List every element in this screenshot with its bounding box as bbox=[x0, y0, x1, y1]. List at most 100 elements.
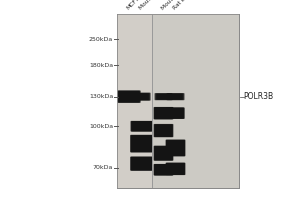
FancyBboxPatch shape bbox=[154, 93, 173, 100]
FancyBboxPatch shape bbox=[131, 157, 152, 170]
FancyBboxPatch shape bbox=[171, 95, 180, 99]
FancyBboxPatch shape bbox=[172, 167, 179, 171]
FancyBboxPatch shape bbox=[158, 110, 169, 117]
FancyBboxPatch shape bbox=[132, 157, 152, 170]
FancyBboxPatch shape bbox=[121, 92, 137, 101]
FancyBboxPatch shape bbox=[154, 124, 173, 137]
FancyBboxPatch shape bbox=[157, 94, 170, 99]
FancyBboxPatch shape bbox=[168, 94, 183, 100]
FancyBboxPatch shape bbox=[160, 95, 167, 98]
FancyBboxPatch shape bbox=[136, 124, 147, 129]
FancyBboxPatch shape bbox=[167, 108, 184, 119]
FancyBboxPatch shape bbox=[168, 141, 183, 155]
FancyBboxPatch shape bbox=[172, 95, 179, 98]
FancyBboxPatch shape bbox=[131, 121, 152, 131]
FancyBboxPatch shape bbox=[160, 128, 167, 133]
FancyBboxPatch shape bbox=[160, 167, 167, 172]
FancyBboxPatch shape bbox=[155, 93, 172, 100]
FancyBboxPatch shape bbox=[159, 95, 168, 99]
FancyBboxPatch shape bbox=[154, 164, 172, 175]
FancyBboxPatch shape bbox=[140, 125, 143, 127]
FancyBboxPatch shape bbox=[138, 95, 145, 98]
FancyBboxPatch shape bbox=[167, 93, 184, 100]
FancyBboxPatch shape bbox=[157, 126, 170, 135]
FancyBboxPatch shape bbox=[173, 111, 178, 115]
FancyBboxPatch shape bbox=[167, 164, 184, 174]
FancyBboxPatch shape bbox=[169, 109, 182, 117]
FancyBboxPatch shape bbox=[136, 139, 147, 148]
FancyBboxPatch shape bbox=[157, 94, 170, 99]
FancyBboxPatch shape bbox=[136, 123, 148, 129]
FancyBboxPatch shape bbox=[128, 96, 130, 97]
FancyBboxPatch shape bbox=[162, 152, 165, 154]
FancyBboxPatch shape bbox=[156, 94, 171, 100]
FancyBboxPatch shape bbox=[158, 167, 169, 173]
FancyBboxPatch shape bbox=[140, 163, 143, 164]
Text: 70kDa: 70kDa bbox=[93, 165, 113, 170]
FancyBboxPatch shape bbox=[173, 168, 178, 170]
FancyBboxPatch shape bbox=[171, 144, 180, 152]
FancyBboxPatch shape bbox=[158, 149, 169, 158]
FancyBboxPatch shape bbox=[173, 95, 178, 98]
FancyBboxPatch shape bbox=[162, 112, 165, 114]
FancyBboxPatch shape bbox=[167, 141, 184, 155]
FancyBboxPatch shape bbox=[158, 94, 169, 99]
FancyBboxPatch shape bbox=[155, 165, 172, 175]
FancyBboxPatch shape bbox=[157, 148, 170, 158]
FancyBboxPatch shape bbox=[169, 143, 181, 153]
FancyBboxPatch shape bbox=[154, 164, 173, 175]
FancyBboxPatch shape bbox=[131, 135, 152, 152]
FancyBboxPatch shape bbox=[135, 160, 148, 168]
FancyBboxPatch shape bbox=[133, 137, 151, 151]
FancyBboxPatch shape bbox=[173, 112, 178, 115]
FancyBboxPatch shape bbox=[166, 140, 185, 156]
FancyBboxPatch shape bbox=[124, 94, 134, 100]
FancyBboxPatch shape bbox=[157, 148, 170, 158]
FancyBboxPatch shape bbox=[159, 95, 168, 99]
FancyBboxPatch shape bbox=[172, 145, 179, 151]
FancyBboxPatch shape bbox=[170, 94, 181, 99]
FancyBboxPatch shape bbox=[139, 162, 144, 165]
FancyBboxPatch shape bbox=[139, 125, 144, 128]
FancyBboxPatch shape bbox=[172, 111, 178, 115]
FancyBboxPatch shape bbox=[172, 95, 179, 98]
FancyBboxPatch shape bbox=[173, 112, 178, 115]
FancyBboxPatch shape bbox=[134, 123, 149, 130]
FancyBboxPatch shape bbox=[158, 127, 169, 134]
FancyBboxPatch shape bbox=[161, 152, 166, 155]
FancyBboxPatch shape bbox=[133, 122, 151, 131]
FancyBboxPatch shape bbox=[136, 94, 148, 99]
FancyBboxPatch shape bbox=[132, 136, 151, 151]
FancyBboxPatch shape bbox=[130, 135, 153, 152]
FancyBboxPatch shape bbox=[169, 165, 182, 173]
FancyBboxPatch shape bbox=[140, 125, 143, 127]
FancyBboxPatch shape bbox=[170, 94, 182, 99]
FancyBboxPatch shape bbox=[138, 95, 146, 99]
FancyBboxPatch shape bbox=[127, 95, 131, 98]
FancyBboxPatch shape bbox=[167, 108, 184, 118]
FancyBboxPatch shape bbox=[135, 123, 148, 130]
FancyBboxPatch shape bbox=[126, 95, 132, 98]
FancyBboxPatch shape bbox=[159, 95, 168, 98]
FancyBboxPatch shape bbox=[169, 94, 182, 99]
FancyBboxPatch shape bbox=[160, 168, 166, 172]
FancyBboxPatch shape bbox=[154, 107, 173, 119]
Text: MCF7: MCF7 bbox=[125, 0, 141, 11]
FancyBboxPatch shape bbox=[166, 140, 185, 156]
FancyBboxPatch shape bbox=[159, 128, 168, 133]
FancyBboxPatch shape bbox=[166, 163, 185, 175]
FancyBboxPatch shape bbox=[119, 91, 139, 102]
FancyBboxPatch shape bbox=[168, 109, 183, 118]
FancyBboxPatch shape bbox=[155, 147, 172, 160]
FancyBboxPatch shape bbox=[156, 126, 171, 136]
FancyBboxPatch shape bbox=[138, 125, 145, 128]
FancyBboxPatch shape bbox=[132, 158, 151, 170]
Text: Mouse brain: Mouse brain bbox=[138, 0, 167, 11]
FancyBboxPatch shape bbox=[157, 94, 170, 99]
FancyBboxPatch shape bbox=[162, 152, 165, 154]
FancyBboxPatch shape bbox=[159, 167, 168, 172]
FancyBboxPatch shape bbox=[137, 94, 146, 99]
FancyBboxPatch shape bbox=[158, 94, 169, 99]
FancyBboxPatch shape bbox=[168, 94, 183, 100]
FancyBboxPatch shape bbox=[134, 93, 150, 100]
